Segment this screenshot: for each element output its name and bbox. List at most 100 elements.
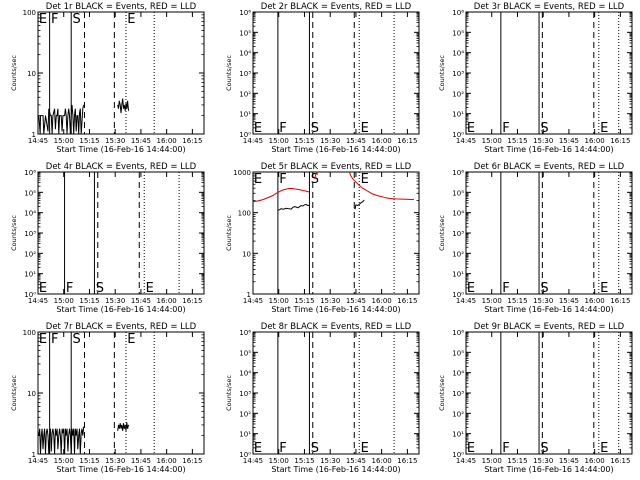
marker-label-s: S: [540, 281, 548, 296]
y-tick-label: 10⁵: [452, 29, 464, 37]
plot-frame: [465, 11, 633, 135]
events-series-line: [117, 98, 129, 114]
panel-title: Det 9r BLACK = Events, RED = LLD: [474, 322, 625, 332]
marker-label-f: F: [279, 441, 286, 456]
panel-title: Det 4r BLACK = Events, RED = LLD: [46, 162, 197, 172]
x-tick-label: 16:00: [157, 137, 177, 145]
y-tick-label: 10²: [452, 90, 464, 98]
plot-frame: [37, 331, 205, 455]
x-tick-label: 14:45: [28, 297, 48, 305]
y-tick-label: 10⁰: [239, 451, 251, 459]
x-axis-label: Start Time (16-Feb-16 14:44:00): [484, 305, 613, 314]
marker-label-s: S: [540, 121, 548, 136]
x-tick-label: 14:45: [243, 137, 263, 145]
events-series-line: [38, 426, 85, 455]
marker-label-e: E: [361, 121, 369, 136]
x-tick-label: 15:30: [105, 457, 125, 465]
x-tick-label: 15:00: [269, 457, 289, 465]
y-tick-label: 10⁴: [239, 50, 251, 58]
y-tick-label: 10⁶: [24, 169, 36, 177]
y-tick-label: 10³: [239, 70, 251, 78]
y-tick-label: 10³: [452, 390, 464, 398]
x-tick-label: 16:15: [182, 137, 202, 145]
y-tick-label: 10³: [24, 230, 36, 238]
y-axis-label: Counts/sec: [225, 215, 233, 251]
x-tick-label: 15:45: [131, 457, 151, 465]
x-tick-label: 16:15: [182, 297, 202, 305]
y-tick-label: 10⁰: [452, 451, 464, 459]
panel-title: Det 3r BLACK = Events, RED = LLD: [474, 2, 625, 12]
y-tick-label: 10⁵: [452, 349, 464, 357]
marker-label-f: F: [502, 121, 509, 136]
lld-series-line: [348, 171, 415, 201]
x-tick-label: 15:15: [79, 457, 99, 465]
y-tick-label: 10²: [239, 90, 251, 98]
x-tick-label: 15:45: [346, 297, 366, 305]
y-axis-label: Counts/sec: [10, 375, 18, 411]
x-tick-label: 14:45: [456, 297, 476, 305]
panel-det-8: Det 8r BLACK = Events, RED = LLD 10⁰ 10¹ 10…: [225, 322, 420, 474]
y-tick-label: 10³: [239, 390, 251, 398]
y-axis-label: Counts/sec: [438, 55, 446, 91]
x-tick-label: 15:30: [533, 297, 553, 305]
y-tick-label: 10⁴: [239, 370, 251, 378]
x-tick-label: 15:15: [294, 457, 314, 465]
x-tick-label: 16:15: [397, 137, 417, 145]
x-tick-label: 16:00: [585, 297, 605, 305]
marker-label-e: E: [39, 281, 47, 296]
y-tick-label: 10¹: [24, 271, 36, 279]
y-tick-label: 10¹: [239, 431, 251, 439]
y-tick-label: 10⁶: [452, 169, 464, 177]
x-tick-label: 16:15: [397, 457, 417, 465]
y-tick-label: 1000: [233, 169, 251, 177]
y-tick-label: 10: [27, 390, 36, 398]
y-tick-label: 100: [23, 9, 36, 17]
x-tick-label: 15:30: [320, 297, 340, 305]
x-tick-label: 15:45: [131, 137, 151, 145]
y-tick-label: 10⁵: [24, 189, 36, 197]
x-tick-label: 15:30: [320, 137, 340, 145]
plot-frame: [252, 171, 420, 295]
x-tick-label: 16:15: [182, 457, 202, 465]
marker-label-e: E: [600, 441, 608, 456]
x-tick-label: 14:45: [28, 137, 48, 145]
marker-label-e: E: [127, 332, 135, 347]
y-tick-label: 10⁶: [452, 9, 464, 17]
y-tick-label: 100: [238, 210, 251, 218]
y-tick-label: 10⁴: [24, 210, 36, 218]
x-tick-label: 16:00: [157, 457, 177, 465]
x-axis-label: Start Time (16-Feb-16 14:44:00): [56, 305, 185, 314]
x-tick-label: 15:45: [559, 457, 579, 465]
x-tick-label: 16:15: [610, 137, 630, 145]
y-tick-label: 10¹: [239, 111, 251, 119]
y-tick-label: 10²: [24, 250, 36, 258]
panel-det-9: Det 9r BLACK = Events, RED = LLD 10⁰ 10¹ 10…: [438, 322, 633, 474]
y-tick-label: 10⁵: [452, 189, 464, 197]
y-tick-label: 10²: [452, 410, 464, 418]
marker-label-f: F: [66, 281, 73, 296]
x-tick-label: 15:30: [105, 137, 125, 145]
y-tick-label: 10⁴: [452, 370, 464, 378]
y-axis-label: Counts/sec: [10, 55, 18, 91]
x-axis-label: Start Time (16-Feb-16 14:44:00): [271, 145, 400, 154]
panel-det-2: Det 2r BLACK = Events, RED = LLD 10⁰ 10¹ 10…: [225, 2, 420, 154]
marker-label-f: F: [502, 281, 509, 296]
y-tick-label: 10⁴: [452, 50, 464, 58]
x-tick-label: 15:30: [105, 297, 125, 305]
y-tick-label: 1: [247, 291, 251, 299]
x-tick-label: 16:00: [372, 297, 392, 305]
x-axis-label: Start Time (16-Feb-16 14:44:00): [484, 465, 613, 474]
y-tick-label: 10⁵: [239, 349, 251, 357]
y-tick-label: 10⁶: [239, 329, 251, 337]
x-tick-label: 15:15: [294, 297, 314, 305]
x-tick-label: 16:00: [372, 457, 392, 465]
events-series-line: [117, 422, 129, 431]
plot-frame: [465, 171, 633, 295]
x-tick-label: 15:45: [559, 137, 579, 145]
marker-label-e: E: [127, 12, 135, 27]
x-tick-label: 16:00: [157, 297, 177, 305]
x-axis-label: Start Time (16-Feb-16 14:44:00): [56, 465, 185, 474]
panel-det-1: Det 1r BLACK = Events, RED = LLD 1 10 100 14…: [10, 2, 205, 154]
x-tick-label: 15:00: [54, 297, 74, 305]
